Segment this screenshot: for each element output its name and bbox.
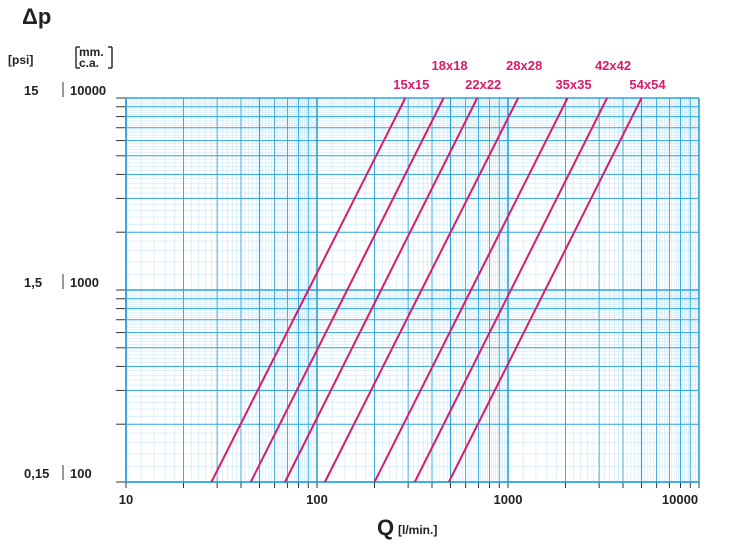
series-label-22x22: 22x22 [465, 77, 501, 92]
y-unit-psi: [psi] [8, 53, 33, 67]
y-unit-mmca-line1: mm. [79, 45, 104, 59]
x-tick-10: 10 [119, 492, 133, 507]
y-tick-mmca-10000: 10000 [70, 83, 106, 98]
series-line-18x18 [249, 97, 445, 483]
y-tick-row-10000: 15 10000 [24, 82, 106, 98]
series-label-54x54: 54x54 [629, 77, 666, 92]
series-line-28x28 [324, 97, 520, 483]
y-tick-psi-15: 15 [24, 83, 38, 98]
series-label-15x15: 15x15 [393, 77, 429, 92]
x-axis-label: Q [377, 515, 394, 540]
y-tick-psi-1-5: 1,5 [24, 275, 42, 290]
series-label-18x18: 18x18 [432, 58, 468, 73]
series-line-35x35 [373, 97, 569, 483]
grid-major [116, 97, 700, 488]
x-axis-unit: [l/min.] [398, 523, 437, 537]
series-label-35x35: 35x35 [555, 77, 591, 92]
y-tick-row-1000: 1,5 1000 [24, 274, 99, 290]
x-tick-10000: 10000 [662, 492, 698, 507]
y-tick-mmca-100: 100 [70, 466, 92, 481]
y-tick-row-100: 0,15 100 [24, 465, 92, 481]
series-line-42x42 [413, 97, 608, 483]
series-line-15x15 [210, 97, 407, 483]
series-label-28x28: 28x28 [506, 58, 542, 73]
x-tick-1000: 1000 [494, 492, 523, 507]
series-lines [210, 97, 643, 483]
y-tick-mmca-1000: 1000 [70, 275, 99, 290]
y-tick-psi-0-15: 0,15 [24, 466, 49, 481]
series-line-54x54 [447, 97, 643, 483]
series-line-22x22 [284, 97, 479, 483]
series-label-42x42: 42x42 [595, 58, 631, 73]
chart-title: Δp [22, 4, 51, 29]
x-tick-100: 100 [306, 492, 328, 507]
y-unit-mmca-line2: c.a. [79, 56, 99, 70]
